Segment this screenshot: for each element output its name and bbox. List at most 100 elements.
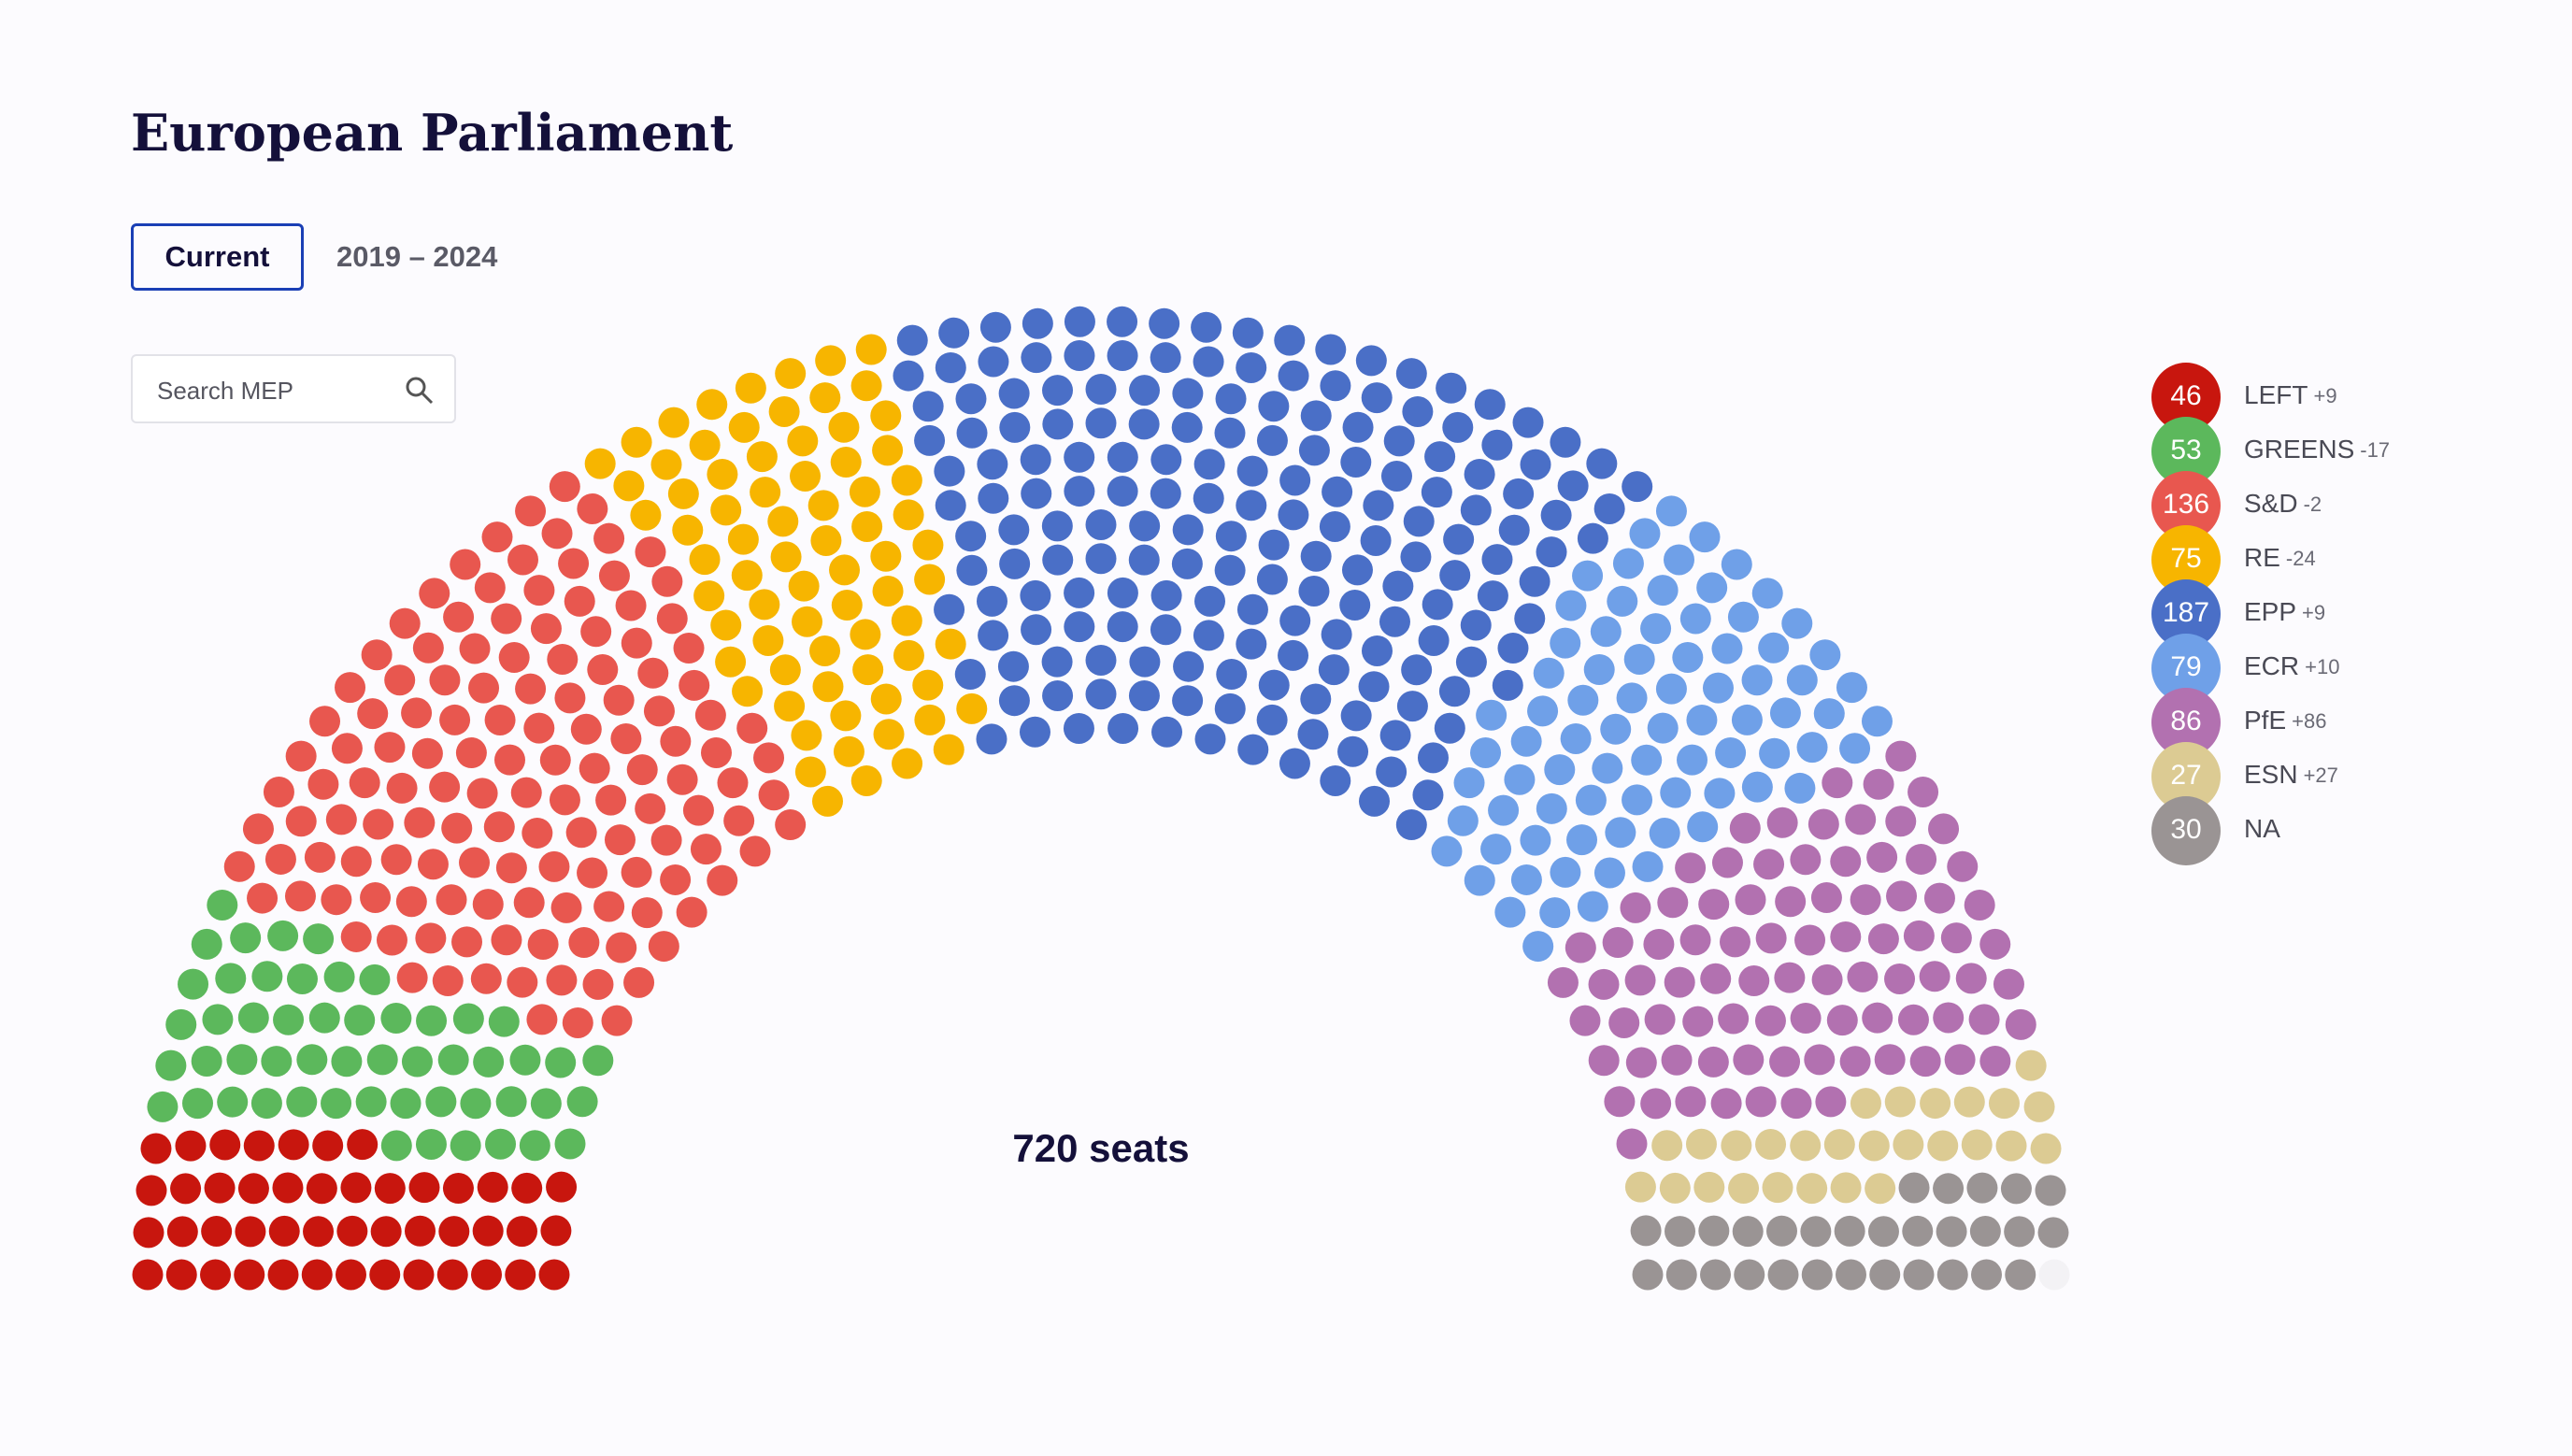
- seat: [1936, 1259, 1968, 1291]
- seat: [635, 792, 666, 824]
- seat: [1839, 733, 1871, 764]
- seat: [209, 1129, 241, 1161]
- seat: [1572, 560, 1604, 592]
- tab[interactable]: 2019 – 2024: [336, 240, 498, 273]
- seat: [1512, 407, 1544, 438]
- seat: [1498, 514, 1530, 546]
- search-box[interactable]: Search MEP: [131, 354, 456, 423]
- seat: [1300, 683, 1332, 715]
- legend-label: RE -24: [2244, 543, 2316, 572]
- seat: [1863, 768, 1894, 800]
- seat: [1593, 492, 1625, 524]
- legend-change: -17: [2360, 438, 2390, 462]
- seat: [1583, 654, 1615, 686]
- legend-change: +9: [2302, 601, 2325, 624]
- seat: [483, 811, 515, 843]
- seat: [1644, 1004, 1676, 1035]
- seat: [202, 1004, 234, 1035]
- seat: [1278, 499, 1309, 531]
- seat: [1801, 1259, 1833, 1291]
- seat: [234, 1259, 265, 1291]
- seat: [1274, 324, 1306, 356]
- seat: [1847, 961, 1879, 992]
- seat: [1979, 1045, 2011, 1077]
- seat: [471, 1259, 502, 1291]
- seat: [566, 1086, 598, 1118]
- seat: [626, 754, 658, 786]
- seat: [707, 458, 738, 490]
- seat: [1657, 887, 1689, 919]
- seat: [1971, 1259, 2002, 1291]
- seat: [415, 922, 447, 954]
- seat: [132, 1259, 164, 1291]
- seat: [217, 1086, 249, 1118]
- seat: [1194, 585, 1226, 617]
- tab[interactable]: Current: [131, 223, 304, 291]
- seat: [1766, 1215, 1798, 1247]
- seat: [1647, 712, 1679, 744]
- seat: [1421, 477, 1452, 508]
- seat: [914, 704, 946, 735]
- seat: [1443, 523, 1475, 555]
- seat: [226, 1044, 258, 1076]
- search-icon[interactable]: [404, 375, 436, 407]
- seat: [872, 575, 904, 607]
- seat: [1494, 896, 1526, 928]
- seat: [1492, 669, 1523, 701]
- seat: [547, 644, 579, 676]
- seat: [870, 540, 902, 572]
- seat: [606, 932, 637, 964]
- seat: [1719, 926, 1750, 958]
- seat: [1632, 850, 1664, 882]
- seat: [1341, 554, 1373, 586]
- seat: [1550, 856, 1581, 888]
- seat: [1796, 732, 1828, 764]
- seat: [855, 334, 887, 365]
- seat: [470, 963, 502, 994]
- seat: [511, 1172, 543, 1204]
- seat: [1453, 767, 1485, 799]
- seat: [833, 735, 864, 767]
- seat: [1867, 923, 1899, 955]
- seat: [1790, 844, 1822, 876]
- seat: [474, 572, 506, 604]
- total-label: 720 seats: [1012, 1126, 1189, 1170]
- legend-change: -2: [2304, 492, 2322, 516]
- seat: [1665, 1259, 1697, 1291]
- seat: [1647, 575, 1679, 607]
- seat: [812, 671, 844, 703]
- seat: [1555, 590, 1587, 621]
- seat: [1686, 704, 1718, 735]
- seat: [1042, 375, 1074, 407]
- seat: [1064, 577, 1095, 608]
- seat: [660, 864, 692, 895]
- seat: [1663, 544, 1694, 576]
- seat: [272, 1172, 304, 1204]
- seat: [610, 722, 642, 754]
- seat: [1215, 521, 1247, 552]
- seat: [749, 589, 780, 621]
- seat: [1236, 351, 1267, 383]
- seat: [1839, 1046, 1871, 1078]
- seat: [873, 719, 905, 750]
- seat: [710, 494, 742, 526]
- seat: [1961, 1129, 1993, 1161]
- seat: [1464, 864, 1495, 896]
- legend-name: S&D: [2244, 489, 2298, 518]
- seat: [1539, 897, 1571, 929]
- seat: [488, 1006, 520, 1037]
- seat: [1775, 886, 1807, 918]
- seat: [550, 892, 582, 923]
- seat: [1933, 1002, 1965, 1034]
- seat: [1129, 646, 1161, 678]
- seat: [417, 849, 449, 880]
- seat: [1836, 672, 1867, 704]
- seat: [1651, 1130, 1683, 1162]
- seat: [851, 510, 883, 542]
- seat: [1741, 664, 1773, 696]
- seat: [1884, 964, 1916, 995]
- seat: [1480, 834, 1512, 865]
- seat: [1322, 476, 1353, 507]
- seat: [604, 824, 636, 856]
- seat: [775, 809, 807, 841]
